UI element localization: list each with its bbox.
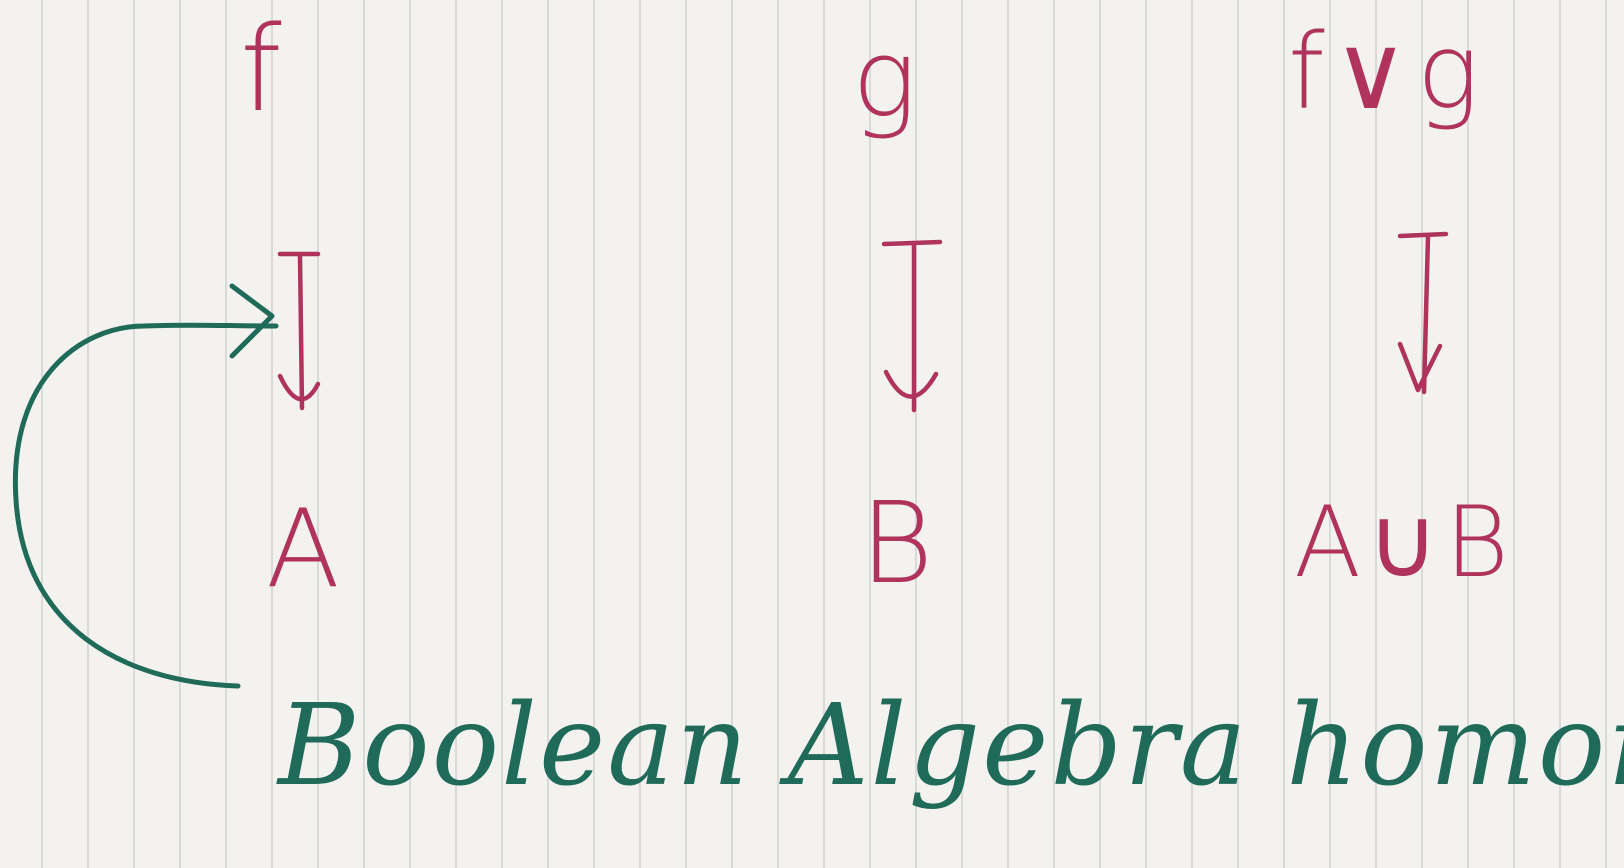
label-f: f bbox=[240, 0, 282, 138]
label-g: g bbox=[852, 17, 917, 142]
arrow-g-to-b bbox=[881, 239, 943, 413]
arrow-fg-to-aub bbox=[1397, 231, 1449, 395]
curved-arrow bbox=[12, 283, 279, 689]
label-b: B bbox=[860, 479, 934, 609]
label-f-or-g: f∨g bbox=[1288, 11, 1488, 133]
caption: Boolean Algebra homomorphism bbox=[278, 681, 1624, 811]
label-a: A bbox=[266, 487, 340, 612]
arrow-f-to-a bbox=[277, 251, 321, 411]
label-a-union-b: A∪B bbox=[1294, 486, 1515, 600]
